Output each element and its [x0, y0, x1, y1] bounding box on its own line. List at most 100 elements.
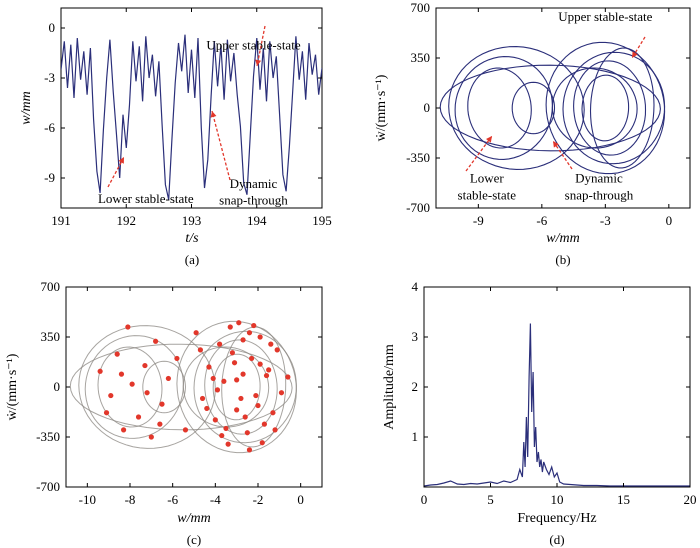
poincare-point	[223, 425, 229, 432]
y-tick-label: -6	[44, 120, 55, 135]
x-tick-label: 20	[684, 492, 697, 507]
x-tick-label: 15	[617, 492, 630, 507]
annotation-text: Upper stable-state	[206, 38, 300, 53]
annotation-arrowhead	[255, 59, 262, 66]
y-tick-label: 0	[424, 100, 431, 115]
trajectory-loop	[212, 353, 261, 421]
trajectory-loop	[439, 64, 661, 152]
annotation-arrow	[107, 156, 125, 188]
annotation-arrowhead	[553, 141, 559, 148]
x-tick-label: 193	[182, 213, 202, 228]
x-tick-label: -6	[167, 492, 178, 507]
series-line	[424, 323, 690, 487]
trajectory-loop	[454, 56, 553, 160]
poincare-point	[246, 330, 253, 336]
y-tick-label: -350	[36, 429, 60, 444]
annotation-arrowhead	[632, 51, 638, 58]
poincare-point	[210, 375, 216, 382]
annotation-text: Lower	[470, 170, 505, 185]
y-tick-label: 2	[412, 379, 419, 394]
trajectory-loop	[511, 81, 556, 135]
poincare-point	[135, 414, 142, 420]
trajectory-loop	[69, 343, 293, 431]
poincare-point	[148, 434, 154, 440]
panel-c-y-label: ẇ/(mm·s⁻¹)	[5, 353, 20, 420]
panel-d-frame	[423, 286, 691, 488]
panel-a-caption: (a)	[185, 252, 199, 267]
poincare-point	[217, 341, 223, 347]
y-tick-label: 350	[411, 50, 431, 65]
trajectory-loop	[581, 74, 630, 142]
panel-c-caption: (c)	[187, 532, 201, 547]
panel-a-x-label: t/s	[185, 231, 199, 246]
panel-b-x-label: w/mm	[546, 231, 579, 246]
poincare-point	[129, 381, 135, 387]
panel-a-time-history: 191 192 193 194 195 0 -3 -6 -9 t/s w/mm (a) Upp…	[19, 7, 332, 267]
poincare-point	[219, 432, 225, 439]
poincare-point	[251, 322, 257, 329]
poincare-point	[278, 390, 285, 396]
annotation-text: stable-state	[458, 187, 517, 202]
poincare-point	[274, 347, 280, 353]
y-tick-label: -700	[36, 479, 60, 494]
x-tick-label: 5	[487, 492, 494, 507]
trajectory-loop	[193, 330, 297, 444]
panel-d-y-ticks: 4 3 2 1	[412, 279, 690, 444]
trajectory-loop	[182, 346, 270, 428]
annotation-text: snap-through	[219, 193, 288, 208]
poincare-point	[108, 392, 114, 399]
poincare-point	[121, 427, 127, 433]
poincare-point	[206, 364, 212, 370]
trajectory-loop	[204, 339, 278, 435]
y-tick-label: 4	[412, 279, 419, 294]
poincare-point	[204, 405, 210, 412]
y-tick-label: 700	[411, 0, 431, 15]
trajectory-loop	[573, 60, 647, 156]
poincare-point	[257, 334, 263, 340]
poincare-point	[257, 361, 263, 367]
annotation-text: Upper stable-state	[558, 9, 652, 24]
x-tick-label: 0	[666, 213, 673, 228]
annotation-arrowhead	[486, 136, 492, 143]
trajectory-loop	[84, 335, 184, 439]
x-tick-label: -2	[253, 492, 264, 507]
x-tick-label: -4	[210, 492, 221, 507]
poincare-point	[249, 355, 255, 362]
poincare-point	[231, 360, 238, 366]
poincare-point	[114, 351, 120, 357]
poincare-point	[272, 427, 278, 433]
poincare-point	[118, 371, 125, 377]
poincare-point	[234, 377, 240, 383]
panel-b-x-ticks: -9 -6 -3 0	[473, 8, 672, 228]
trajectory-loop	[97, 346, 163, 428]
poincare-point	[268, 341, 274, 347]
poincare-point	[234, 407, 240, 413]
panel-a-plot	[61, 34, 322, 200]
panel-c-x-ticks: -10 -8 -6 -4 -2 0	[79, 287, 304, 507]
trajectory-loop	[221, 326, 287, 448]
poincare-point	[242, 414, 248, 420]
x-tick-label: 194	[247, 213, 267, 228]
annotation-arrow	[465, 135, 493, 172]
poincare-point	[238, 395, 244, 402]
poincare-point	[261, 421, 267, 427]
poincare-point	[157, 421, 163, 427]
poincare-point	[221, 378, 227, 384]
x-tick-label: 0	[297, 492, 304, 507]
panel-b-annotations: Upper stable-state Lower stable-state Dynam…	[458, 9, 653, 203]
y-tick-label: -700	[406, 200, 430, 215]
panel-d-x-ticks: 0 5 10 15 20	[421, 287, 697, 507]
y-tick-label: -3	[44, 70, 55, 85]
panel-a-annotations: Upper stable-state Lower stable-state Dyna…	[98, 38, 301, 208]
poincare-point	[253, 392, 259, 399]
panel-a-y-ticks: 0 -3 -6 -9	[44, 20, 322, 185]
poincare-point	[165, 375, 171, 382]
poincare-point	[244, 430, 250, 436]
panel-c-plot	[69, 320, 297, 454]
y-tick-label: 1	[412, 429, 419, 444]
poincare-point	[270, 410, 276, 416]
trajectory-loop	[176, 320, 297, 454]
x-tick-label: 192	[117, 213, 137, 228]
panel-b-y-label: ẇ/(mm·s⁻¹)	[374, 74, 389, 141]
